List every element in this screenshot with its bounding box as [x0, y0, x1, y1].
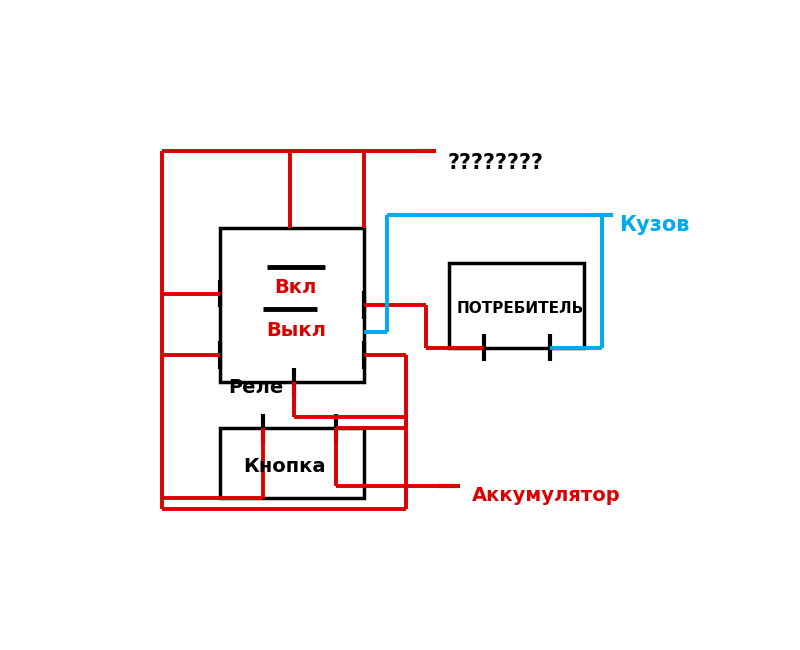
Text: Вкл: Вкл [274, 278, 317, 297]
Bar [449, 263, 584, 348]
Bar [220, 428, 363, 498]
Text: Кузов: Кузов [619, 215, 690, 235]
Text: Кнопка: Кнопка [243, 457, 326, 476]
Bar [220, 228, 363, 382]
Text: Реле: Реле [228, 378, 283, 397]
Text: ????????: ???????? [447, 153, 543, 174]
Text: Выкл: Выкл [266, 320, 326, 339]
Text: Аккумулятор: Аккумулятор [472, 486, 621, 505]
Text: ПОТРЕБИТЕЛЬ: ПОТРЕБИТЕЛЬ [457, 302, 584, 317]
